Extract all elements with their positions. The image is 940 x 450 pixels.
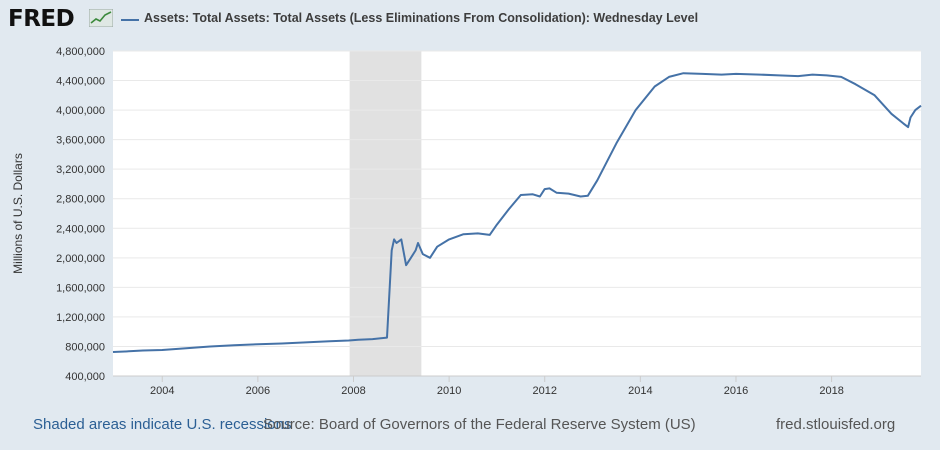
legend-series-label[interactable]: Assets: Total Assets: Total Assets (Less… — [144, 11, 699, 25]
y-axis: 400,000 800,000 1,200,000 1,600,000 2,000,00… — [56, 46, 105, 383]
fred-logo[interactable]: FRED — [8, 6, 75, 32]
y-tick-label: 800,000 — [65, 341, 105, 353]
y-tick-label: 3,600,000 — [56, 135, 105, 147]
y-tick-label: 3,200,000 — [56, 164, 105, 176]
trend-graph-icon — [89, 9, 113, 27]
recession-note[interactable]: Shaded areas indicate U.S. recessions — [33, 416, 292, 433]
recession-band — [349, 51, 422, 376]
recession-shading — [349, 51, 422, 376]
x-tick-label: 2018 — [819, 385, 843, 397]
y-tick-label: 1,600,000 — [56, 282, 105, 294]
x-tick-label: 2008 — [341, 385, 365, 397]
y-tick-label: 2,800,000 — [56, 194, 105, 206]
x-tick-label: 2006 — [246, 385, 270, 397]
y-tick-label: 4,800,000 — [56, 46, 105, 58]
y-tick-label: 2,000,000 — [56, 253, 105, 265]
chart-header: FRED Assets: Total Assets: Total Assets … — [0, 0, 940, 40]
plot-area — [113, 51, 921, 376]
x-tick-label: 2016 — [724, 385, 748, 397]
grid-lines — [113, 50, 921, 377]
y-tick-label: 1,200,000 — [56, 312, 105, 324]
x-tick-label: 2012 — [532, 385, 556, 397]
y-tick-label: 4,400,000 — [56, 76, 105, 88]
x-tick-label: 2010 — [437, 385, 461, 397]
series-line[interactable] — [112, 72, 922, 353]
legend-swatch — [121, 19, 139, 21]
y-tick-label: 4,000,000 — [56, 105, 105, 117]
x-tick-label: 2014 — [628, 385, 652, 397]
x-tick-label: 2004 — [150, 385, 174, 397]
line-chart: 400,000 800,000 1,200,000 1,600,000 2,000,00… — [11, 46, 922, 397]
series-lines — [112, 72, 922, 353]
fred-url[interactable]: fred.stlouisfed.org — [776, 416, 896, 433]
y-tick-label: 2,400,000 — [56, 223, 105, 235]
source-note: Source: Board of Governors of the Federa… — [263, 416, 696, 433]
x-axis: 2004 2006 2008 2010 2012 2014 2016 2018 — [113, 375, 921, 397]
y-axis-label: Millions of U.S. Dollars — [11, 153, 25, 274]
y-tick-label: 400,000 — [65, 371, 105, 383]
